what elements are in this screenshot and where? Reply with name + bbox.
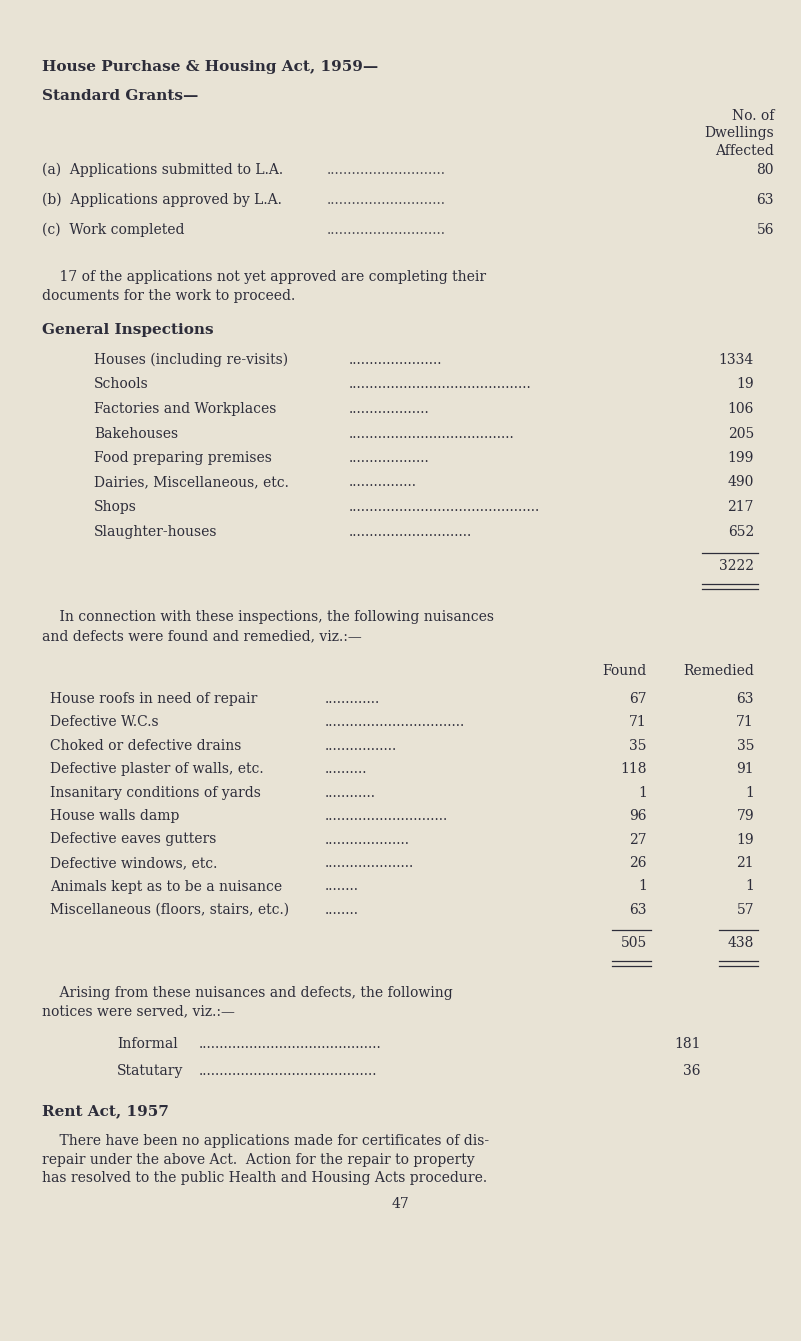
Text: ......................: ...................... bbox=[349, 353, 442, 367]
Text: 63: 63 bbox=[630, 902, 647, 917]
Text: Choked or defective drains: Choked or defective drains bbox=[50, 739, 241, 752]
Text: 199: 199 bbox=[727, 451, 754, 465]
Text: 57: 57 bbox=[736, 902, 754, 917]
Text: ........: ........ bbox=[325, 880, 359, 893]
Text: 27: 27 bbox=[630, 833, 647, 846]
Text: 1: 1 bbox=[745, 786, 754, 799]
Text: ..........: .......... bbox=[325, 762, 368, 776]
Text: ...........................................: ........................................… bbox=[199, 1038, 382, 1051]
Text: 106: 106 bbox=[727, 402, 754, 416]
Text: Standard Grants—: Standard Grants— bbox=[42, 89, 199, 102]
Text: Found: Found bbox=[602, 664, 647, 679]
Text: .............................: ............................. bbox=[349, 524, 473, 539]
Text: (c)  Work completed: (c) Work completed bbox=[42, 223, 184, 237]
Text: ................: ................ bbox=[349, 476, 417, 489]
Text: Bakehouses: Bakehouses bbox=[94, 426, 178, 440]
Text: ............................: ............................ bbox=[327, 162, 446, 177]
Text: 35: 35 bbox=[736, 739, 754, 752]
Text: ...........................................: ........................................… bbox=[349, 378, 532, 392]
Text: Miscellaneous (floors, stairs, etc.): Miscellaneous (floors, stairs, etc.) bbox=[50, 902, 289, 917]
Text: Food preparing premises: Food preparing premises bbox=[94, 451, 272, 465]
Text: .................................: ................................. bbox=[325, 715, 465, 730]
Text: Dairies, Miscellaneous, etc.: Dairies, Miscellaneous, etc. bbox=[94, 476, 289, 489]
Text: 71: 71 bbox=[630, 715, 647, 730]
Text: 63: 63 bbox=[736, 692, 754, 705]
Text: Insanitary conditions of yards: Insanitary conditions of yards bbox=[50, 786, 261, 799]
Text: Animals kept as to be a nuisance: Animals kept as to be a nuisance bbox=[50, 880, 282, 893]
Text: .............: ............. bbox=[325, 692, 380, 705]
Text: (b)  Applications approved by L.A.: (b) Applications approved by L.A. bbox=[42, 193, 282, 207]
Text: Defective eaves gutters: Defective eaves gutters bbox=[50, 833, 216, 846]
Text: 67: 67 bbox=[630, 692, 647, 705]
Text: ...................: ................... bbox=[349, 451, 430, 465]
Text: (a)  Applications submitted to L.A.: (a) Applications submitted to L.A. bbox=[42, 162, 283, 177]
Text: No. of
Dwellings
Affected: No. of Dwellings Affected bbox=[704, 109, 774, 158]
Text: 118: 118 bbox=[621, 762, 647, 776]
Text: In connection with these inspections, the following nuisances
and defects were f: In connection with these inspections, th… bbox=[42, 610, 494, 642]
Text: 438: 438 bbox=[727, 936, 754, 949]
Text: Defective windows, etc.: Defective windows, etc. bbox=[50, 856, 217, 870]
Text: 1: 1 bbox=[745, 880, 754, 893]
Text: Shops: Shops bbox=[94, 500, 137, 514]
Text: Arising from these nuisances and defects, the following
notices were served, viz: Arising from these nuisances and defects… bbox=[42, 986, 453, 1018]
Text: ............................: ............................ bbox=[327, 193, 446, 207]
Text: 26: 26 bbox=[630, 856, 647, 870]
Text: Rent Act, 1957: Rent Act, 1957 bbox=[42, 1105, 169, 1118]
Text: .................: ................. bbox=[325, 739, 397, 752]
Text: .............................: ............................. bbox=[325, 809, 449, 823]
Text: 3222: 3222 bbox=[719, 558, 754, 573]
Text: ...................: ................... bbox=[349, 402, 430, 416]
Text: .....................: ..................... bbox=[325, 856, 414, 870]
Text: Factories and Workplaces: Factories and Workplaces bbox=[94, 402, 276, 416]
Text: 36: 36 bbox=[683, 1063, 701, 1078]
Text: House roofs in need of repair: House roofs in need of repair bbox=[50, 692, 257, 705]
Text: 96: 96 bbox=[630, 809, 647, 823]
Text: 652: 652 bbox=[728, 524, 754, 539]
Text: 47: 47 bbox=[392, 1196, 409, 1211]
Text: Remedied: Remedied bbox=[683, 664, 754, 679]
Text: ........: ........ bbox=[325, 902, 359, 917]
Text: 21: 21 bbox=[736, 856, 754, 870]
Text: 490: 490 bbox=[727, 476, 754, 489]
Text: ............................: ............................ bbox=[327, 223, 446, 236]
Text: .......................................: ....................................... bbox=[349, 426, 515, 440]
Text: Defective W.C.s: Defective W.C.s bbox=[50, 715, 159, 730]
Text: ............: ............ bbox=[325, 786, 376, 799]
Text: 19: 19 bbox=[736, 833, 754, 846]
Text: 56: 56 bbox=[756, 223, 774, 236]
Text: General Inspections: General Inspections bbox=[42, 323, 214, 338]
Text: 80: 80 bbox=[756, 162, 774, 177]
Text: 217: 217 bbox=[727, 500, 754, 514]
Text: 91: 91 bbox=[736, 762, 754, 776]
Text: 63: 63 bbox=[756, 193, 774, 207]
Text: House walls damp: House walls damp bbox=[50, 809, 179, 823]
Text: Schools: Schools bbox=[94, 378, 149, 392]
Text: Informal: Informal bbox=[117, 1038, 178, 1051]
Text: 35: 35 bbox=[630, 739, 647, 752]
Text: Slaughter-houses: Slaughter-houses bbox=[94, 524, 218, 539]
Text: Houses (including re-visits): Houses (including re-visits) bbox=[94, 353, 288, 367]
Text: 181: 181 bbox=[674, 1038, 701, 1051]
Text: 1: 1 bbox=[638, 786, 647, 799]
Text: 17 of the applications not yet approved are completing their
documents for the w: 17 of the applications not yet approved … bbox=[42, 271, 486, 303]
Text: 71: 71 bbox=[736, 715, 754, 730]
Text: There have been no applications made for certificates of dis-
repair under the a: There have been no applications made for… bbox=[42, 1134, 489, 1185]
Text: ....................: .................... bbox=[325, 833, 410, 846]
Text: 505: 505 bbox=[621, 936, 647, 949]
Text: Defective plaster of walls, etc.: Defective plaster of walls, etc. bbox=[50, 762, 264, 776]
Text: ..........................................: ........................................… bbox=[199, 1063, 377, 1078]
Text: 19: 19 bbox=[736, 378, 754, 392]
Text: 1334: 1334 bbox=[718, 353, 754, 367]
Text: Statutary: Statutary bbox=[117, 1063, 183, 1078]
Text: 1: 1 bbox=[638, 880, 647, 893]
Text: .............................................: ........................................… bbox=[349, 500, 540, 514]
Text: 205: 205 bbox=[728, 426, 754, 440]
Text: 79: 79 bbox=[736, 809, 754, 823]
Text: House Purchase & Housing Act, 1959—: House Purchase & Housing Act, 1959— bbox=[42, 60, 378, 74]
